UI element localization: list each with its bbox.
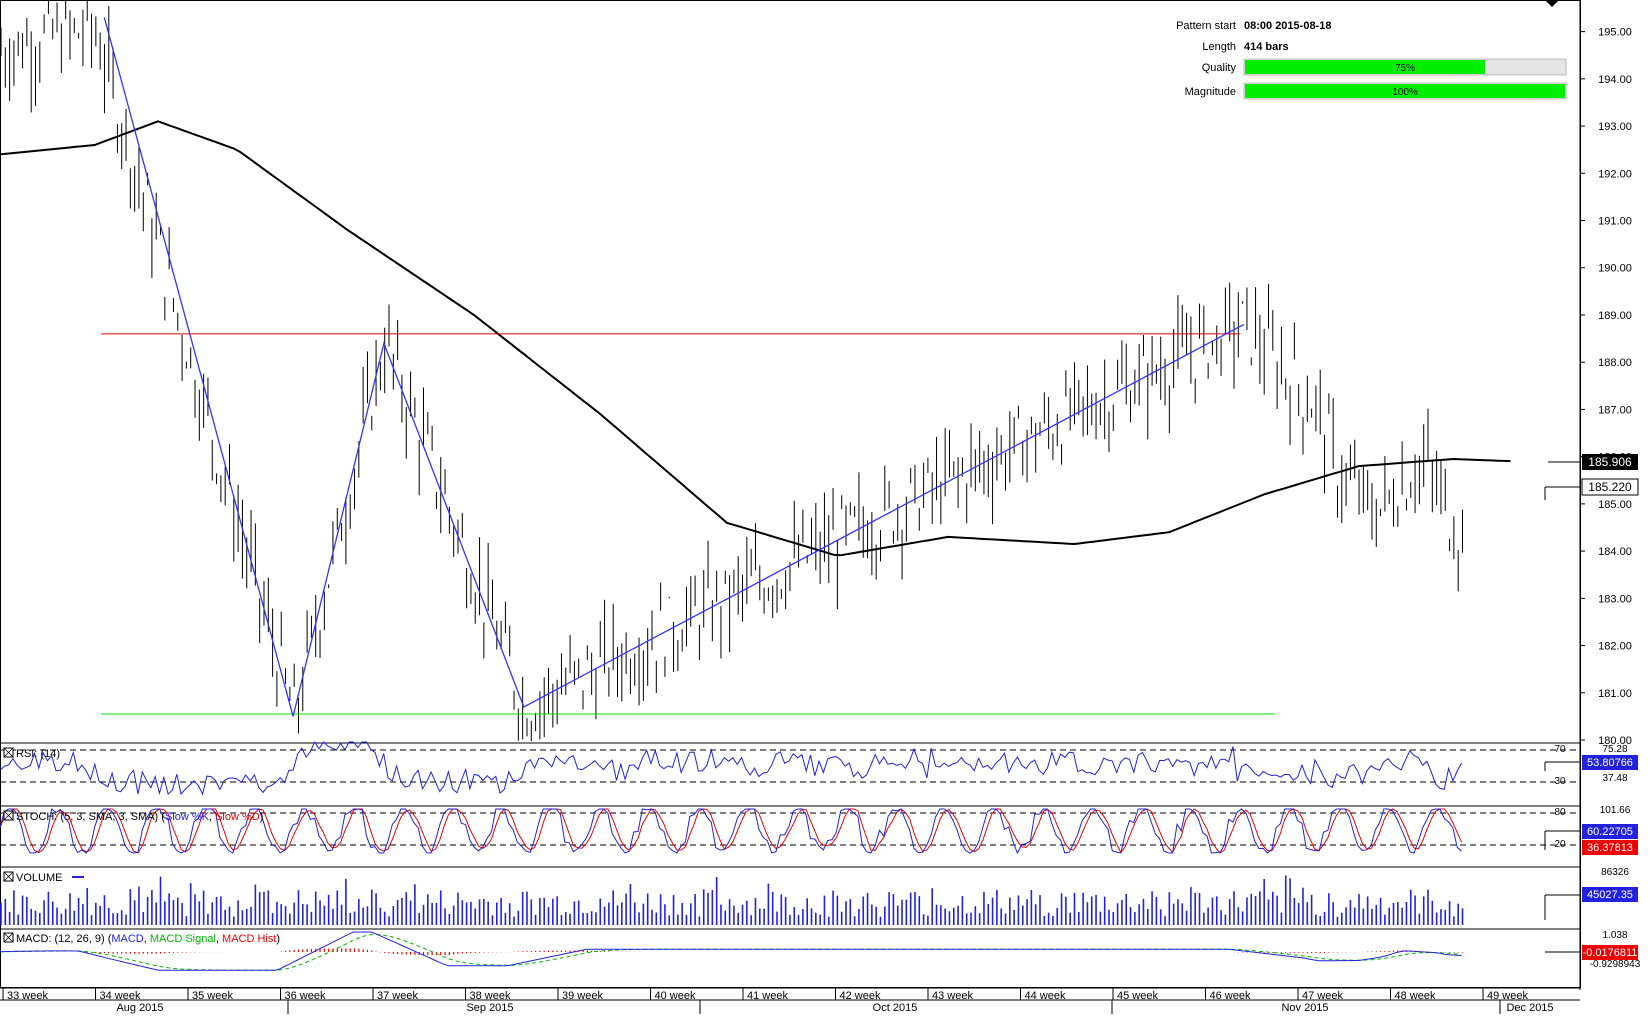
close-icon[interactable]: [3, 871, 14, 882]
stoch-label: STOCH: (5, 3, SMA, 3, SMA) (Slow %K, Slo…: [16, 811, 263, 823]
week-label: 37 week: [377, 990, 418, 1002]
price-tick-label: 189.00: [1598, 310, 1632, 322]
volume-panel: VOLUME 86326 45027.35: [0, 867, 1638, 925]
week-label: 48 week: [1395, 990, 1436, 1002]
price-tick-label: 193.00: [1598, 121, 1632, 133]
price-tick-label: 180.00: [1598, 735, 1632, 747]
rsi-panel: RSI: (14) 70 30 75.28 37.48 53.80766: [0, 740, 1638, 796]
rsi-30-text: 30: [1554, 776, 1566, 787]
chevron-down-icon[interactable]: [1545, 0, 1559, 7]
rsi-axis-bottom: 37.48: [1602, 773, 1627, 784]
volume-axis-top: 86326: [1601, 867, 1629, 878]
pattern-info-panel: Pattern start 08:00 2015-08-18 Length 41…: [1176, 20, 1567, 100]
rsi-70-text: 70: [1554, 744, 1566, 755]
rsi-axis-top: 75.28: [1602, 744, 1627, 755]
stoch-20-text: 20: [1554, 839, 1566, 850]
stoch-slow-k-line: [0, 808, 1462, 855]
week-label: 35 week: [192, 990, 233, 1002]
macd-line: [0, 931, 1462, 971]
pattern-line: [103, 17, 1245, 717]
stoch-panel: STOCH: (5, 3, SMA, 3, SMA) (Slow %K, Slo…: [0, 805, 1638, 855]
stoch-d-value-text: 36.37813: [1587, 842, 1633, 854]
week-label: 40 week: [655, 990, 696, 1002]
last-price-label: 185.220: [1544, 478, 1639, 500]
price-tick-label: 181.00: [1598, 688, 1632, 700]
moving-average-line: [0, 120, 1511, 557]
magnitude-value: 100%: [1392, 87, 1418, 98]
week-label: 42 week: [840, 990, 881, 1002]
price-tick-label: 192.00: [1598, 168, 1632, 180]
week-label: 43 week: [932, 990, 973, 1002]
volume-label: VOLUME: [16, 872, 62, 884]
month-label: Oct 2015: [873, 1002, 918, 1014]
price-bars: [0, 0, 1463, 742]
price-tick-label: 188.00: [1598, 357, 1632, 369]
week-label: 41 week: [747, 990, 788, 1002]
macd-axis-top: 1.038: [1602, 930, 1627, 941]
close-icon[interactable]: [3, 810, 14, 821]
month-label: Dec 2015: [1506, 1002, 1553, 1014]
week-label: 34 week: [100, 990, 141, 1002]
volume-value-text: 45027.35: [1587, 889, 1633, 901]
length-label: Length: [1202, 41, 1236, 53]
price-axis: 195.00 194.00 193.00 192.00 191.00 190.00 189.…: [1580, 27, 1632, 747]
price-tick-label: 182.00: [1598, 641, 1632, 653]
week-label: 33 week: [7, 990, 48, 1002]
stoch-80-text: 80: [1554, 807, 1566, 818]
pattern-start-value: 08:00 2015-08-18: [1244, 20, 1331, 32]
month-label: Nov 2015: [1281, 1002, 1328, 1014]
rsi-value-text: 53.80766: [1587, 757, 1633, 769]
close-icon[interactable]: [3, 747, 14, 758]
macd-axis-bottom: -0.9298943: [1590, 959, 1641, 970]
quality-bar-fill: [1245, 60, 1485, 74]
stoch-k-value-text: 60.22705: [1587, 826, 1633, 838]
macd-panel: MACD: (12, 26, 9) (MACD, MACD Signal, MA…: [0, 930, 1641, 971]
month-label: Aug 2015: [116, 1002, 163, 1014]
close-icon[interactable]: [3, 932, 14, 943]
time-axis: 33 week 34 week 35 week 36 week 37 week 38 we…: [0, 988, 1580, 1014]
week-label: 47 week: [1302, 990, 1343, 1002]
week-label: 46 week: [1210, 990, 1251, 1002]
pattern-start-label: Pattern start: [1176, 20, 1236, 32]
week-label: 49 week: [1487, 990, 1528, 1002]
macd-value-text: -0.0176811: [1583, 947, 1638, 959]
magnitude-bar-fill: [1245, 84, 1565, 98]
ma-value-label: 185.906: [1548, 454, 1638, 470]
price-tick-label: 190.00: [1598, 263, 1632, 275]
price-tick-label: 185.00: [1598, 499, 1632, 511]
length-value: 414 bars: [1244, 41, 1289, 53]
stoch-slow-d-line: [0, 808, 1462, 854]
quality-label: Quality: [1202, 62, 1237, 74]
stoch-axis-top: 101.66: [1600, 805, 1631, 816]
week-label: 38 week: [470, 990, 511, 1002]
price-tick-label: 187.00: [1598, 404, 1632, 416]
magnitude-label: Magnitude: [1185, 86, 1236, 98]
month-label: Sep 2015: [466, 1002, 513, 1014]
week-label: 36 week: [285, 990, 326, 1002]
quality-value: 75%: [1395, 63, 1415, 74]
price-tick-label: 184.00: [1598, 546, 1632, 558]
week-label: 39 week: [562, 990, 603, 1002]
price-tick-label: 195.00: [1598, 27, 1632, 39]
rsi-label: RSI: (14): [16, 748, 60, 760]
moving-average: [0, 120, 1511, 557]
volume-bars: [0, 875, 1464, 925]
week-label: 45 week: [1117, 990, 1158, 1002]
week-label: 44 week: [1025, 990, 1066, 1002]
price-tick-label: 191.00: [1598, 216, 1632, 228]
price-tick-label: 194.00: [1598, 74, 1632, 86]
ma-value-text: 185.906: [1588, 455, 1632, 469]
macd-label: MACD: (12, 26, 9) (MACD, MACD Signal, MA…: [16, 933, 280, 945]
last-price-text: 185.220: [1588, 480, 1632, 494]
rsi-line: [0, 740, 1462, 796]
price-tick-label: 183.00: [1598, 593, 1632, 605]
